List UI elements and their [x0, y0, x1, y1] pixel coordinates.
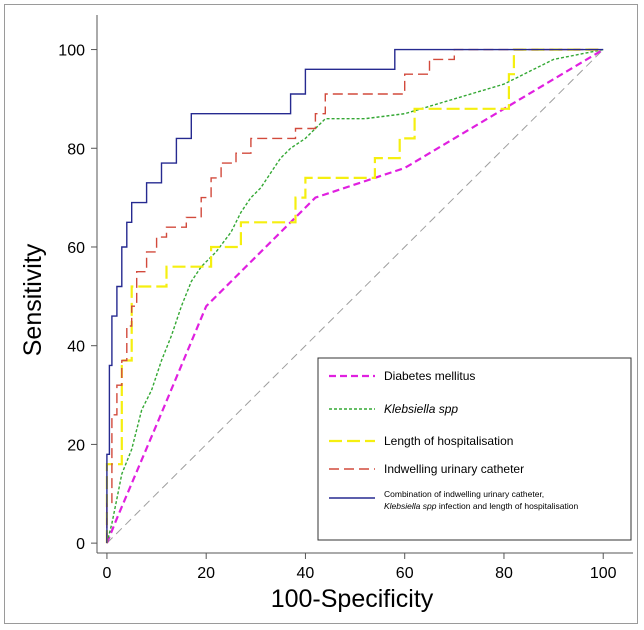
series-line-klebsiella — [106, 48, 604, 544]
legend-label-combination-line1: Combination of indwelling urinary cathet… — [384, 489, 544, 499]
legend: Diabetes mellitus Klebsiella spp Length … — [317, 357, 632, 541]
x-tick-label: 20 — [197, 565, 215, 582]
legend-label-catheter: Indwelling urinary catheter — [384, 462, 524, 476]
y-tick-label: 80 — [67, 141, 85, 158]
legend-label-diabetes: Diabetes mellitus — [384, 369, 475, 383]
x-tick-label: 80 — [495, 565, 513, 582]
x-axis-label: 100-Specificity — [271, 585, 434, 613]
series-line-combination — [106, 48, 604, 544]
axes: 0 20 40 60 80 100 0 20 40 60 80 100 — [58, 15, 633, 582]
chart-frame: 0 20 40 60 80 100 0 20 40 60 80 100 Sensitivity 100… — [4, 4, 638, 624]
legend-box — [317, 357, 632, 541]
y-tick-label: 100 — [58, 43, 85, 60]
roc-chart: 0 20 40 60 80 100 0 20 40 60 80 100 Sensitivity 100… — [19, 15, 633, 613]
legend-label-hospitalisation: Length of hospitalisation — [384, 434, 513, 448]
y-axis-label: Sensitivity — [19, 243, 47, 356]
series-layer — [105, 48, 604, 544]
y-tick-label: 40 — [67, 339, 85, 356]
series-line-diabetes — [105, 48, 604, 544]
legend-label-combination-line2: Klebsiella spp infection and length of h… — [384, 501, 578, 511]
y-tick-label: 20 — [67, 437, 85, 454]
y-tick-label: 60 — [67, 240, 85, 257]
x-tick-label: 40 — [297, 565, 315, 582]
legend-label-combination-italic: Klebsiella spp — [384, 501, 437, 511]
x-tick-label: 60 — [396, 565, 414, 582]
x-tick-label: 100 — [590, 565, 617, 582]
legend-label-combination-rest: infection and length of hospitalisation — [436, 501, 578, 511]
x-tick-label: 0 — [102, 565, 111, 582]
legend-label-klebsiella: Klebsiella spp — [384, 402, 458, 416]
series-line-catheter — [106, 48, 604, 544]
y-tick-label: 0 — [76, 536, 85, 553]
